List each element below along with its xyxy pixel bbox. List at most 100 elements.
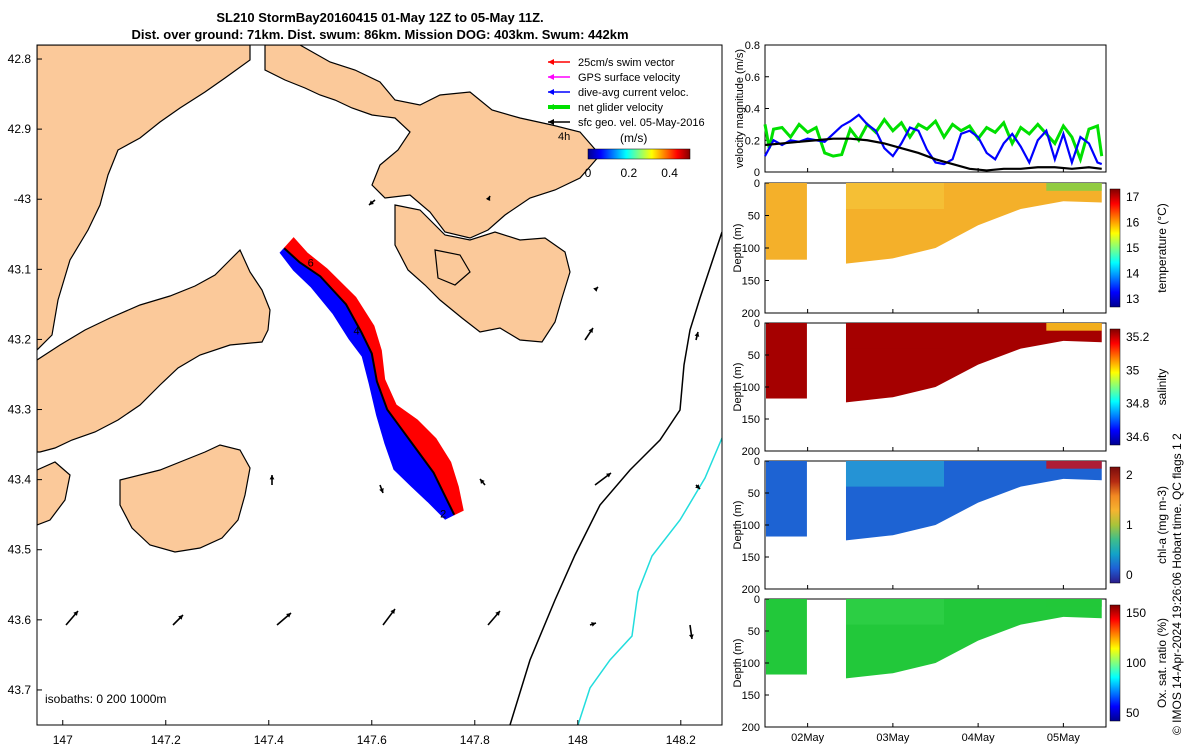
legend-label-3: net glider velocity (578, 102, 663, 114)
map-xtick-label-4: 147.8 (460, 733, 490, 747)
chla-surface-accent (1046, 461, 1102, 469)
salinity-surface-layer (845, 323, 945, 349)
oxygen-section-block-1 (766, 599, 807, 675)
chla-ytick-label-4: 200 (742, 584, 760, 596)
oxygen-colorbar-tick-2: 50 (1126, 706, 1140, 720)
salinity-ytick-label-2: 100 (742, 382, 760, 394)
map-ytick-label-7: 43.5 (8, 543, 32, 557)
temperature-section-block-1 (766, 183, 807, 260)
temperature-colorbar-tick-0: 17 (1126, 190, 1140, 204)
legend-arrowhead-3 (548, 104, 554, 110)
geo-velocity-arrowhead-16 (485, 196, 491, 201)
chla-ylabel: Depth (m) (732, 501, 744, 550)
salinity-ytick-label-1: 50 (748, 350, 760, 362)
temperature-colorbar (1109, 188, 1121, 308)
geo-velocity-arrowhead-0 (73, 611, 78, 616)
velocity-series-1 (764, 113, 1103, 167)
land-polygon-2 (394, 204, 571, 343)
track-label-6: 6 (308, 257, 314, 269)
salinity-colorbar-label: salinity (1155, 369, 1169, 406)
oxygen-colorbar-tick-1: 100 (1126, 656, 1146, 670)
geo-velocity-arrowhead-2 (286, 613, 291, 618)
map-xtick-label-3: 147.6 (357, 733, 387, 747)
geo-velocity-arrowhead-7 (269, 475, 275, 480)
velocity-series-2 (764, 137, 1102, 172)
chla-colorbar-tick-2: 0 (1126, 568, 1133, 582)
map-ytick-label-0: 42.8 (8, 52, 32, 66)
map-ytick-label-6: 43.4 (8, 473, 32, 487)
salinity-colorbar-tick-1: 35 (1126, 363, 1140, 377)
geo-velocity-arrowhead-3 (390, 609, 395, 614)
velocity-panel-frame (764, 44, 1107, 173)
geo-velocity-arrowhead-11 (695, 484, 700, 489)
isobaths-label: isobaths: 0 200 1000m (45, 692, 166, 706)
oxygen-colorbar-label: Ox. sat. ratio (%) (1155, 618, 1169, 708)
salinity-colorbar (1109, 328, 1121, 446)
chart-title-line2: Dist. over ground: 71km. Dist. swum: 86k… (131, 27, 629, 42)
salinity-ytick-label-3: 150 (742, 414, 760, 426)
land-polygon-4 (119, 444, 251, 553)
velocity-ytick-label-1: 0.2 (745, 135, 760, 147)
temperature-colorbar-tick-2: 15 (1126, 241, 1140, 255)
map-xtick-label-2: 147.4 (254, 733, 284, 747)
temperature-ytick-label-0: 0 (754, 178, 760, 190)
isobath-1000m (577, 437, 722, 725)
chla-ytick-label-1: 50 (748, 488, 760, 500)
salinity-section-block-1 (766, 323, 807, 399)
oxygen-ytick-label-4: 200 (742, 722, 760, 734)
temperature-colorbar-label: temperature (°C) (1155, 203, 1169, 293)
date-xtick-label-2: 04May (962, 732, 996, 744)
legend-arrowhead-2 (548, 89, 554, 95)
geo-velocity-arrowhead-12 (588, 328, 593, 333)
temperature-ylabel: Depth (m) (732, 224, 744, 273)
isobath-200m (509, 231, 722, 725)
map-xtick-label-1: 147.2 (151, 733, 181, 747)
velocity-ytick-label-3: 0.6 (745, 72, 760, 84)
salinity-colorbar-tick-0: 35.2 (1126, 330, 1150, 344)
geo-velocity-arrowhead-10 (606, 473, 611, 478)
map-ytick-label-4: 43.2 (8, 332, 32, 346)
map-xtick-label-0: 147 (53, 733, 73, 747)
temperature-ytick-label-4: 200 (742, 308, 760, 320)
geo-velocity-arrowhead-6 (689, 634, 694, 639)
velocity-ytick-label-2: 0.4 (745, 104, 760, 116)
chart-title-line1: SL210 StormBay20160415 01-May 12Z to 05-… (216, 10, 544, 25)
map-ytick-label-2: -43 (14, 192, 32, 206)
map-layer (37, 45, 722, 725)
geo-velocity-arrowhead-9 (480, 479, 485, 484)
geo-velocity-arrowhead-13 (694, 332, 700, 337)
chla-colorbar-tick-1: 1 (1126, 518, 1133, 532)
temperature-surface-layer (845, 183, 945, 209)
date-xtick-label-1: 03May (876, 732, 910, 744)
land-polygon-5 (37, 461, 71, 526)
temperature-ytick-label-3: 150 (742, 276, 760, 288)
salinity-ytick-label-0: 0 (754, 318, 760, 330)
track-label-4: 4 (353, 325, 359, 337)
speed-colorbar (587, 148, 691, 160)
oxygen-colorbar-tick-0: 150 (1126, 606, 1146, 620)
chla-colorbar-tick-0: 2 (1126, 468, 1133, 482)
chla-ytick-label-0: 0 (754, 456, 760, 468)
legend-label-2: dive-avg current veloc. (578, 87, 689, 99)
temperature-surface-accent (1046, 183, 1102, 191)
geo-velocity-arrowhead-8 (379, 488, 384, 493)
legend-label-0: 25cm/s swim vector (578, 57, 675, 69)
chla-ytick-label-2: 100 (742, 520, 760, 532)
velocity-ylabel: velocity magnitude (m/s) (734, 49, 746, 168)
map-ytick-label-3: 43.1 (8, 262, 32, 276)
temperature-ytick-label-2: 100 (742, 243, 760, 255)
oxygen-ytick-label-0: 0 (754, 594, 760, 606)
time-scale-label: 4h (558, 131, 570, 143)
map-ytick-label-5: 43.3 (8, 403, 32, 417)
salinity-ylabel: Depth (m) (732, 363, 744, 412)
salinity-colorbar-tick-2: 34.8 (1126, 397, 1150, 411)
salinity-surface-accent (1046, 323, 1102, 331)
chla-surface-layer (845, 461, 945, 487)
map-ytick-label-9: 43.7 (8, 683, 32, 697)
oxygen-ylabel: Depth (m) (732, 639, 744, 688)
temperature-colorbar-tick-1: 16 (1126, 216, 1140, 230)
map-xtick-label-6: 148.2 (666, 733, 696, 747)
geo-velocity-arrowhead-4 (495, 611, 500, 616)
land-polygon-6 (434, 249, 471, 286)
